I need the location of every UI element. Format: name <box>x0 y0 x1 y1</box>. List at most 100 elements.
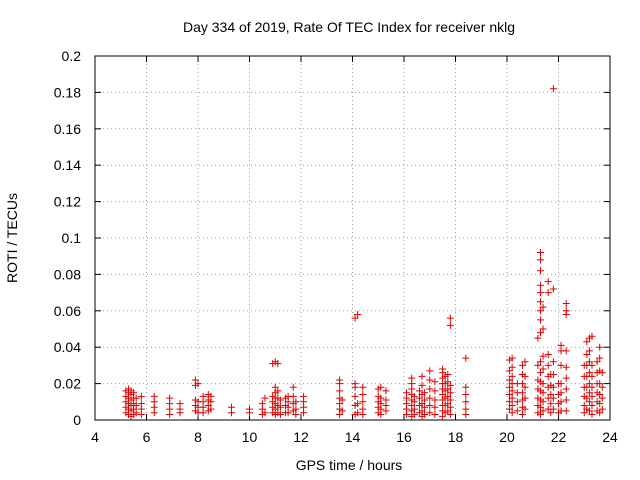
data-point <box>431 387 439 395</box>
data-point <box>539 398 547 406</box>
data-point <box>536 256 544 264</box>
x-tick-label: 8 <box>194 429 202 445</box>
x-tick-label: 22 <box>551 429 567 445</box>
data-point <box>588 383 596 391</box>
data-point <box>415 387 423 395</box>
data-point <box>562 396 570 404</box>
data-point <box>596 391 604 399</box>
data-point <box>359 383 367 391</box>
data-point <box>544 361 552 369</box>
data-point <box>199 392 207 400</box>
data-point <box>418 372 426 380</box>
data-point <box>580 409 588 417</box>
data-point <box>521 372 529 380</box>
data-point <box>534 361 542 369</box>
data-point <box>536 281 544 289</box>
data-point <box>359 398 367 406</box>
data-point <box>354 409 362 417</box>
data-point <box>446 403 454 411</box>
data-point <box>536 307 544 315</box>
x-tick-label: 20 <box>499 429 515 445</box>
data-point <box>166 394 174 402</box>
x-tick-label: 14 <box>345 429 361 445</box>
data-point <box>508 394 516 402</box>
data-point <box>562 407 570 415</box>
data-point <box>359 391 367 399</box>
data-point <box>271 383 279 391</box>
y-tick-label: 0.12 <box>54 194 81 210</box>
plot-border <box>94 55 611 421</box>
data-point <box>446 381 454 389</box>
data-point <box>418 407 426 415</box>
data-point <box>506 391 514 399</box>
data-point <box>508 354 516 362</box>
data-point <box>588 372 596 380</box>
data-point <box>403 389 411 397</box>
data-point <box>194 380 202 388</box>
data-point <box>513 398 521 406</box>
data-point <box>338 396 346 404</box>
y-tick-label: 0.06 <box>54 303 81 319</box>
data-point <box>539 407 547 415</box>
data-point <box>544 278 552 286</box>
data-point <box>354 400 362 408</box>
data-point <box>292 405 300 413</box>
data-point <box>596 380 604 388</box>
data-point <box>276 403 284 411</box>
x-tick-label: 10 <box>242 429 258 445</box>
data-point <box>377 394 385 402</box>
data-point <box>549 383 557 391</box>
data-point <box>426 376 434 384</box>
data-point <box>382 387 390 395</box>
data-point <box>431 403 439 411</box>
data-point <box>137 392 145 400</box>
data-point <box>518 361 526 369</box>
data-point <box>408 374 416 382</box>
data-point <box>585 369 593 377</box>
data-point <box>539 303 547 311</box>
data-point <box>539 389 547 397</box>
data-point <box>261 394 269 402</box>
data-point <box>549 405 557 413</box>
data-point <box>583 350 591 358</box>
data-point <box>207 405 215 413</box>
data-point <box>418 400 426 408</box>
data-point <box>351 314 359 322</box>
x-tick-label: 24 <box>602 429 618 445</box>
data-point <box>536 267 544 275</box>
x-tick-label: 4 <box>91 429 99 445</box>
data-point <box>426 385 434 393</box>
data-point <box>506 376 514 384</box>
data-point <box>598 383 606 391</box>
data-point <box>446 389 454 397</box>
data-point <box>547 409 555 417</box>
data-point <box>557 361 565 369</box>
data-point <box>598 394 606 402</box>
data-point <box>415 394 423 402</box>
data-point <box>585 398 593 406</box>
data-point <box>521 394 529 402</box>
data-point <box>557 389 565 397</box>
data-point <box>547 400 555 408</box>
data-point <box>130 389 138 397</box>
data-point <box>410 405 418 413</box>
data-point <box>562 363 570 371</box>
data-point <box>508 387 516 395</box>
data-point <box>410 392 418 400</box>
data-point <box>336 376 344 384</box>
data-point <box>544 350 552 358</box>
data-point <box>292 398 300 406</box>
data-point <box>426 394 434 402</box>
y-tick-label: 0.04 <box>54 339 81 355</box>
data-point <box>508 372 516 380</box>
data-point <box>598 405 606 413</box>
data-point <box>246 405 253 413</box>
data-point <box>132 394 140 402</box>
x-axis-title: GPS time / hours <box>296 457 403 473</box>
data-point <box>377 383 385 391</box>
data-point <box>521 383 529 391</box>
data-point <box>536 369 544 377</box>
data-point <box>227 403 235 411</box>
data-point <box>506 367 514 375</box>
y-tick-label: 0.18 <box>54 84 81 100</box>
